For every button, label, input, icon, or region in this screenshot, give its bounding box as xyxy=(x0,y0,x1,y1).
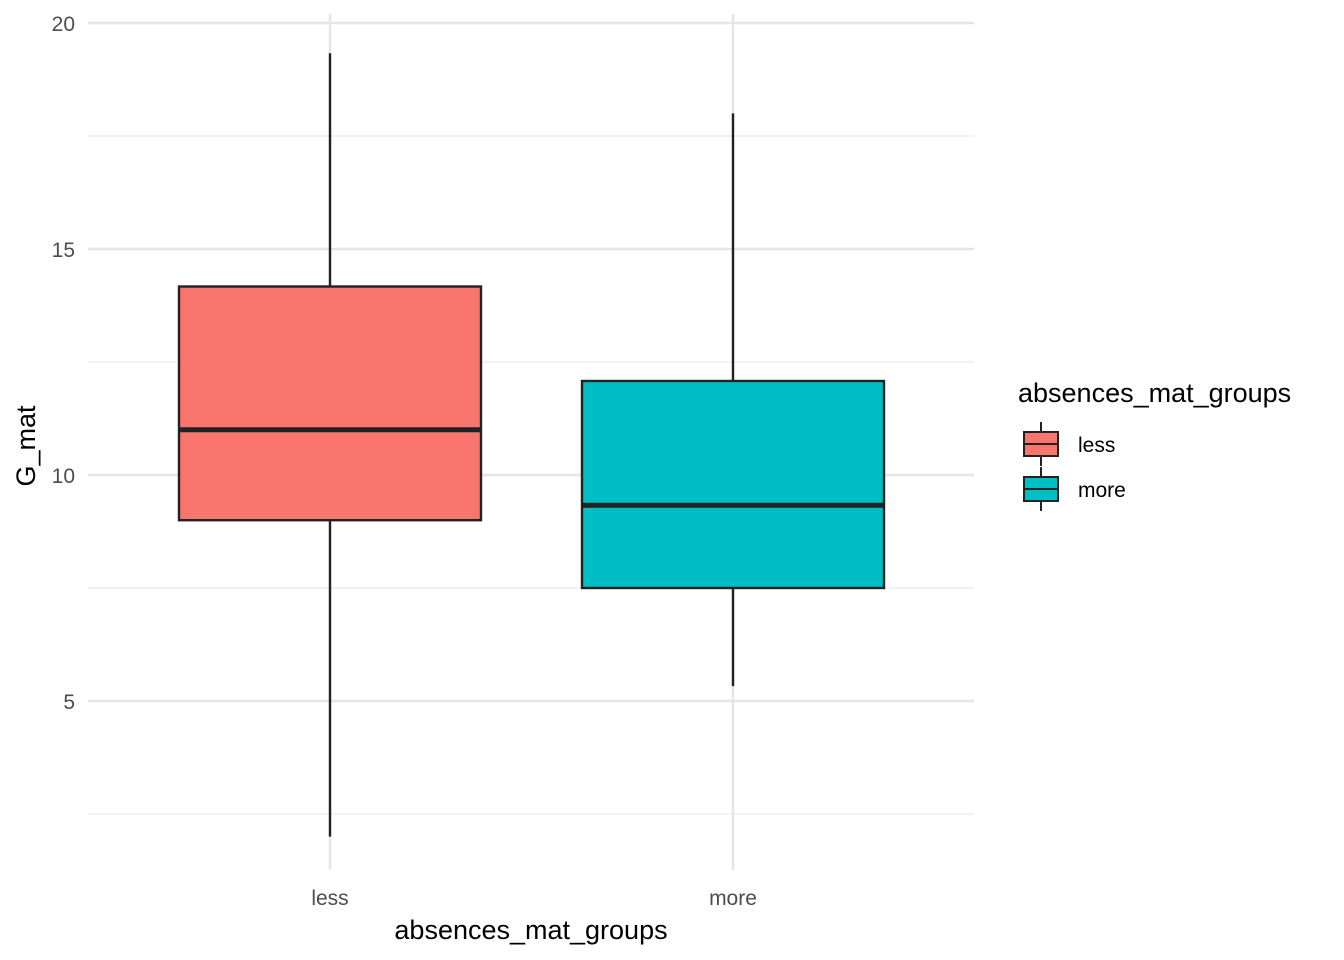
y-axis-title: G_mat xyxy=(11,405,41,487)
y-tick-label: 5 xyxy=(63,691,75,714)
x-tick-label: less xyxy=(311,887,348,910)
x-axis-title: absences_mat_groups xyxy=(394,915,667,945)
box-body xyxy=(580,379,886,590)
y-axis-tick-labels: 5 10 15 20 xyxy=(52,13,75,714)
x-axis-tick-labels: less more xyxy=(311,887,757,910)
y-tick-label: 15 xyxy=(52,239,75,262)
legend-item-more: more xyxy=(1023,467,1126,511)
y-tick-label: 10 xyxy=(52,465,75,488)
legend: absences_mat_groups less more xyxy=(1018,378,1291,511)
legend-item-less: less xyxy=(1023,422,1115,466)
x-tick-label: more xyxy=(709,887,757,910)
box-body xyxy=(177,285,483,522)
y-tick-label: 20 xyxy=(52,13,75,36)
box-less xyxy=(177,53,483,837)
boxes xyxy=(177,53,886,837)
legend-label: more xyxy=(1078,479,1126,502)
legend-items: less more xyxy=(1023,422,1126,511)
legend-title: absences_mat_groups xyxy=(1018,378,1291,408)
box-more xyxy=(580,113,886,687)
legend-label: less xyxy=(1078,434,1115,457)
